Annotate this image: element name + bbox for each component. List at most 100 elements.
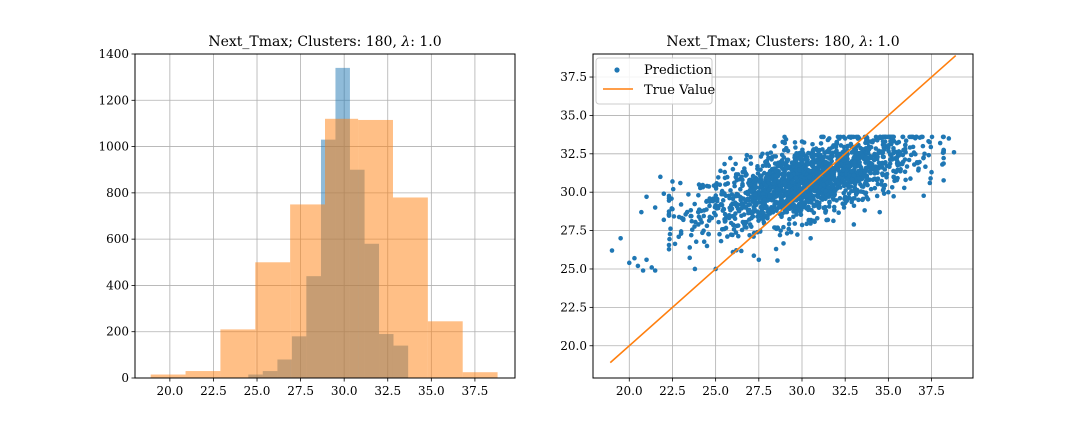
- scatter-title: Next_Tmax; Clusters: 180, λ: 1.0: [666, 34, 899, 50]
- prediction-point: [746, 210, 751, 216]
- prediction-point: [941, 178, 946, 183]
- prediction-point: [838, 161, 844, 167]
- prediction-point: [823, 208, 828, 214]
- prediction-point: [891, 174, 896, 180]
- prediction-point: [831, 218, 836, 224]
- prediction-point: [774, 161, 780, 167]
- prediction-point: [825, 217, 831, 223]
- prediction-point: [863, 190, 869, 196]
- prediction-point: [832, 207, 837, 213]
- prediction-point: [921, 155, 926, 161]
- prediction-point: [714, 206, 720, 211]
- prediction-point: [704, 223, 710, 229]
- prediction-point: [849, 134, 855, 140]
- prediction-point: [781, 171, 787, 177]
- prediction-point: [929, 169, 934, 175]
- prediction-point: [649, 265, 655, 270]
- prediction-point: [928, 176, 933, 181]
- prediction-point: [853, 179, 859, 185]
- histogram-panel: Next_Tmax; Clusters: 180, λ: 1.0 20.0 22.…: [98, 34, 516, 398]
- prediction-point: [700, 230, 705, 236]
- prediction-point: [796, 182, 802, 188]
- histogram-bar: [255, 262, 291, 378]
- prediction-point: [889, 157, 895, 162]
- prediction-point: [864, 175, 870, 181]
- prediction-point: [856, 197, 861, 203]
- y-tick-label: 1000: [98, 140, 129, 154]
- prediction-point: [732, 200, 738, 206]
- prediction-point: [767, 170, 773, 176]
- prediction-point: [878, 135, 884, 141]
- prediction-point: [820, 197, 825, 202]
- prediction-point: [765, 209, 771, 215]
- y-tick-label: 600: [106, 232, 129, 246]
- prediction-point: [863, 165, 869, 171]
- prediction-point: [829, 170, 834, 176]
- prediction-point: [879, 171, 885, 176]
- prediction-point: [776, 187, 782, 192]
- prediction-point: [877, 162, 883, 167]
- prediction-point: [891, 145, 896, 151]
- prediction-point: [640, 268, 646, 273]
- prediction-point: [752, 192, 758, 197]
- prediction-point: [766, 163, 772, 169]
- prediction-point: [725, 234, 730, 239]
- histogram-title: Next_Tmax; Clusters: 180, λ: 1.0: [208, 34, 441, 50]
- prediction-point: [740, 183, 745, 188]
- prediction-point: [786, 221, 792, 227]
- prediction-point: [743, 157, 749, 162]
- prediction-point: [704, 207, 709, 212]
- prediction-point: [721, 226, 727, 232]
- prediction-point: [875, 181, 881, 187]
- prediction-point: [678, 202, 684, 207]
- prediction-point: [831, 165, 837, 171]
- prediction-point: [851, 173, 857, 178]
- prediction-point: [752, 206, 757, 212]
- prediction-point: [891, 168, 896, 174]
- prediction-point: [658, 174, 663, 180]
- true-value-line-segment: [609, 54, 957, 364]
- prediction-point: [726, 215, 732, 221]
- prediction-point: [857, 159, 862, 165]
- prediction-point: [832, 193, 837, 198]
- histogram-bar: [325, 118, 359, 379]
- y-tick-label: 800: [106, 186, 129, 200]
- prediction-point: [921, 193, 926, 199]
- x-tick-label: 37.5: [918, 384, 945, 398]
- prediction-point: [721, 207, 727, 212]
- prediction-point: [868, 186, 874, 192]
- prediction-point: [734, 191, 739, 197]
- prediction-point: [940, 134, 946, 140]
- prediction-point: [877, 209, 883, 215]
- prediction-point: [770, 184, 776, 189]
- prediction-point: [941, 155, 946, 161]
- histogram-bars: [150, 67, 498, 379]
- prediction-point: [896, 153, 902, 158]
- prediction-point: [747, 182, 753, 187]
- y-tick-label: 200: [106, 325, 129, 339]
- y-tick-label: 30.0: [560, 185, 587, 199]
- prediction-point: [731, 227, 737, 232]
- prediction-point: [758, 183, 764, 189]
- prediction-point: [661, 191, 667, 197]
- prediction-point: [692, 201, 697, 207]
- prediction-point: [901, 185, 907, 191]
- prediction-point: [903, 177, 908, 183]
- prediction-point: [730, 166, 736, 172]
- prediction-point: [687, 255, 693, 261]
- histogram-frame: [134, 53, 516, 379]
- x-tick-label: 25.0: [244, 384, 271, 398]
- prediction-point: [783, 137, 789, 142]
- prediction-point: [851, 203, 857, 209]
- prediction-point: [841, 190, 847, 196]
- prediction-point: [836, 181, 842, 186]
- prediction-point: [632, 255, 637, 261]
- prediction-point: [838, 134, 843, 140]
- prediction-point: [783, 165, 789, 171]
- prediction-point: [865, 196, 871, 202]
- prediction-point: [780, 194, 785, 199]
- prediction-point: [763, 205, 768, 211]
- prediction-point: [762, 170, 767, 176]
- prediction-point: [742, 166, 747, 171]
- legend-prediction-label: Prediction: [644, 63, 713, 78]
